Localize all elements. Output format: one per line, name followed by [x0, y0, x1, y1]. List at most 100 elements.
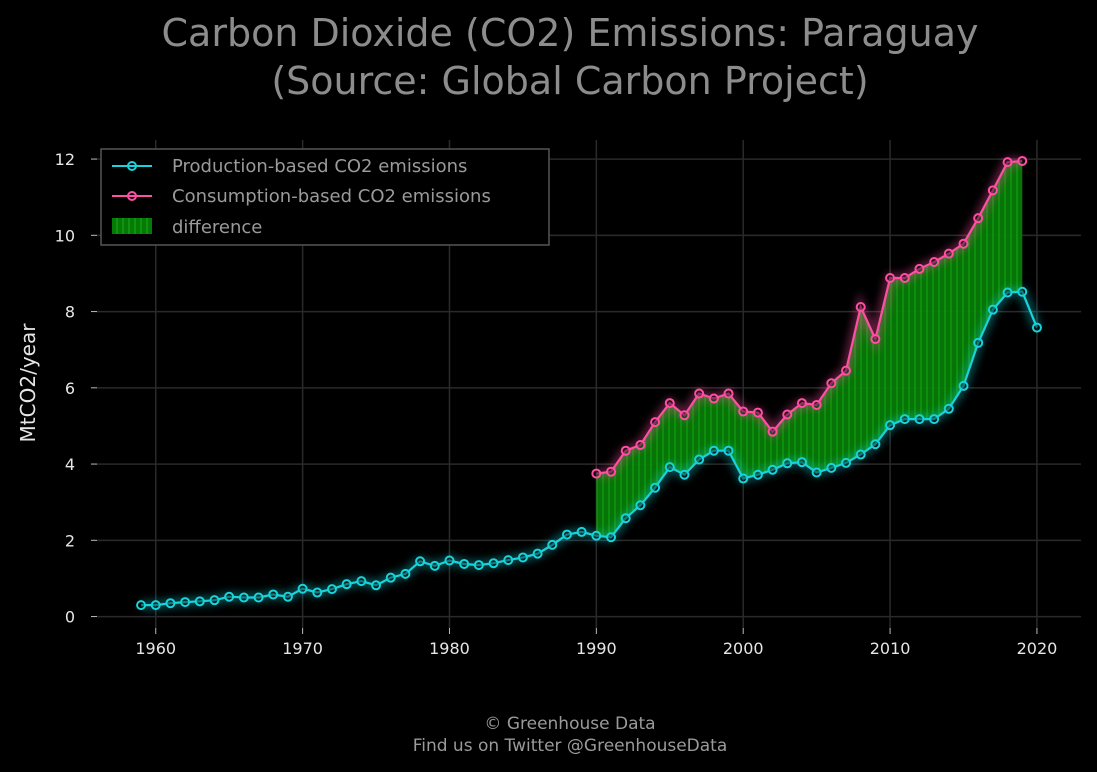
- chart-title-line1: Carbon Dioxide (CO2) Emissions: Paraguay: [162, 11, 979, 55]
- y-tick-label: 8: [65, 303, 75, 322]
- production-point: [635, 500, 646, 511]
- consumption-point: [1002, 157, 1013, 168]
- production-point: [694, 454, 705, 465]
- consumption-point: [943, 248, 954, 259]
- y-axis: 0 2 4 6 8 10 12: [55, 150, 97, 627]
- consumption-point: [987, 185, 998, 196]
- consumption-point: [899, 273, 910, 284]
- legend-consumption-marker: [127, 191, 137, 201]
- consumption-point: [650, 417, 661, 428]
- production-point: [356, 576, 367, 587]
- consumption-point: [870, 334, 881, 345]
- consumption-point: [885, 273, 896, 284]
- production-point: [180, 597, 191, 608]
- y-tick-label: 2: [65, 531, 75, 550]
- x-tick-label: 1970: [282, 639, 323, 658]
- consumption-point: [826, 378, 837, 389]
- production-point: [209, 595, 220, 606]
- production-point: [855, 449, 866, 460]
- legend-box: [100, 148, 550, 246]
- consumption-point: [752, 407, 763, 418]
- production-point: [870, 439, 881, 450]
- production-point: [312, 587, 323, 598]
- consumption-point: [767, 426, 778, 437]
- production-point: [473, 560, 484, 571]
- chart-title-line2: (Source: Global Carbon Project): [271, 59, 868, 103]
- production-point: [620, 513, 631, 524]
- consumption-point: [855, 301, 866, 312]
- consumption-point: [914, 263, 925, 274]
- production-point: [253, 592, 264, 603]
- consumption-point: [841, 365, 852, 376]
- production-point: [371, 580, 382, 591]
- production-point: [561, 529, 572, 540]
- consumption-point: [929, 257, 940, 267]
- x-tick-label: 2000: [723, 639, 764, 658]
- consumption-point: [811, 399, 822, 410]
- production-point: [194, 596, 205, 607]
- production-point: [885, 420, 896, 431]
- y-tick-label: 12: [55, 150, 75, 169]
- production-point: [326, 584, 337, 595]
- production-point: [958, 380, 969, 391]
- consumption-point: [973, 213, 984, 224]
- production-point: [841, 457, 852, 468]
- consumption-point: [591, 468, 602, 479]
- y-axis-label: MtCO2/year: [16, 323, 40, 443]
- consumption-point: [664, 398, 675, 409]
- legend: Production-based CO2 emissions Consumpti…: [100, 148, 550, 246]
- consumption-point: [606, 466, 617, 477]
- difference-area: [596, 160, 1023, 538]
- production-point: [796, 457, 807, 468]
- production-point: [150, 600, 161, 611]
- production-point: [767, 464, 778, 475]
- production-point: [297, 583, 308, 594]
- production-point: [664, 462, 675, 473]
- footer-copyright: © Greenhouse Data: [484, 714, 655, 734]
- consumption-point: [1017, 155, 1028, 166]
- legend-production-label: Production-based CO2 emissions: [172, 156, 467, 177]
- production-point: [826, 462, 837, 473]
- production-point: [1017, 286, 1028, 297]
- production-point: [459, 558, 470, 569]
- x-tick-label: 1960: [135, 639, 176, 658]
- production-point: [385, 572, 396, 583]
- consumption-point: [958, 238, 969, 249]
- production-point: [752, 469, 763, 480]
- production-point: [811, 467, 822, 478]
- production-point: [738, 473, 749, 484]
- production-point: [532, 548, 543, 559]
- production-point: [987, 304, 998, 315]
- production-point: [238, 592, 249, 603]
- legend-difference-swatch: [112, 218, 152, 234]
- production-point: [899, 414, 910, 425]
- consumption-point: [796, 398, 807, 409]
- consumption-point: [620, 445, 631, 456]
- y-tick-label: 10: [55, 226, 75, 245]
- y-tick-label: 0: [65, 608, 75, 627]
- production-point: [1002, 287, 1013, 298]
- consumption-point: [723, 388, 734, 399]
- difference-fill: [596, 160, 1023, 538]
- consumption-point: [782, 409, 793, 420]
- production-point: [429, 560, 440, 571]
- x-tick-label: 2020: [1017, 639, 1058, 658]
- production-point: [708, 445, 719, 456]
- production-point: [606, 532, 617, 543]
- production-point: [929, 414, 940, 425]
- production-point: [576, 526, 587, 537]
- production-point: [1031, 322, 1042, 333]
- production-point: [341, 579, 352, 590]
- production-point: [914, 414, 925, 425]
- x-tick-label: 2010: [870, 639, 911, 658]
- series-points: [136, 155, 1042, 611]
- production-point: [400, 568, 411, 579]
- y-tick-label: 4: [65, 455, 75, 474]
- production-point: [488, 558, 499, 569]
- production-point: [547, 539, 558, 550]
- production-point: [723, 445, 734, 456]
- x-axis: 1960 1970 1980 1990 2000 2010 2020: [135, 628, 1057, 658]
- legend-difference-label: difference: [172, 217, 262, 238]
- legend-consumption-label: Consumption-based CO2 emissions: [172, 186, 491, 207]
- consumption-point: [635, 440, 646, 450]
